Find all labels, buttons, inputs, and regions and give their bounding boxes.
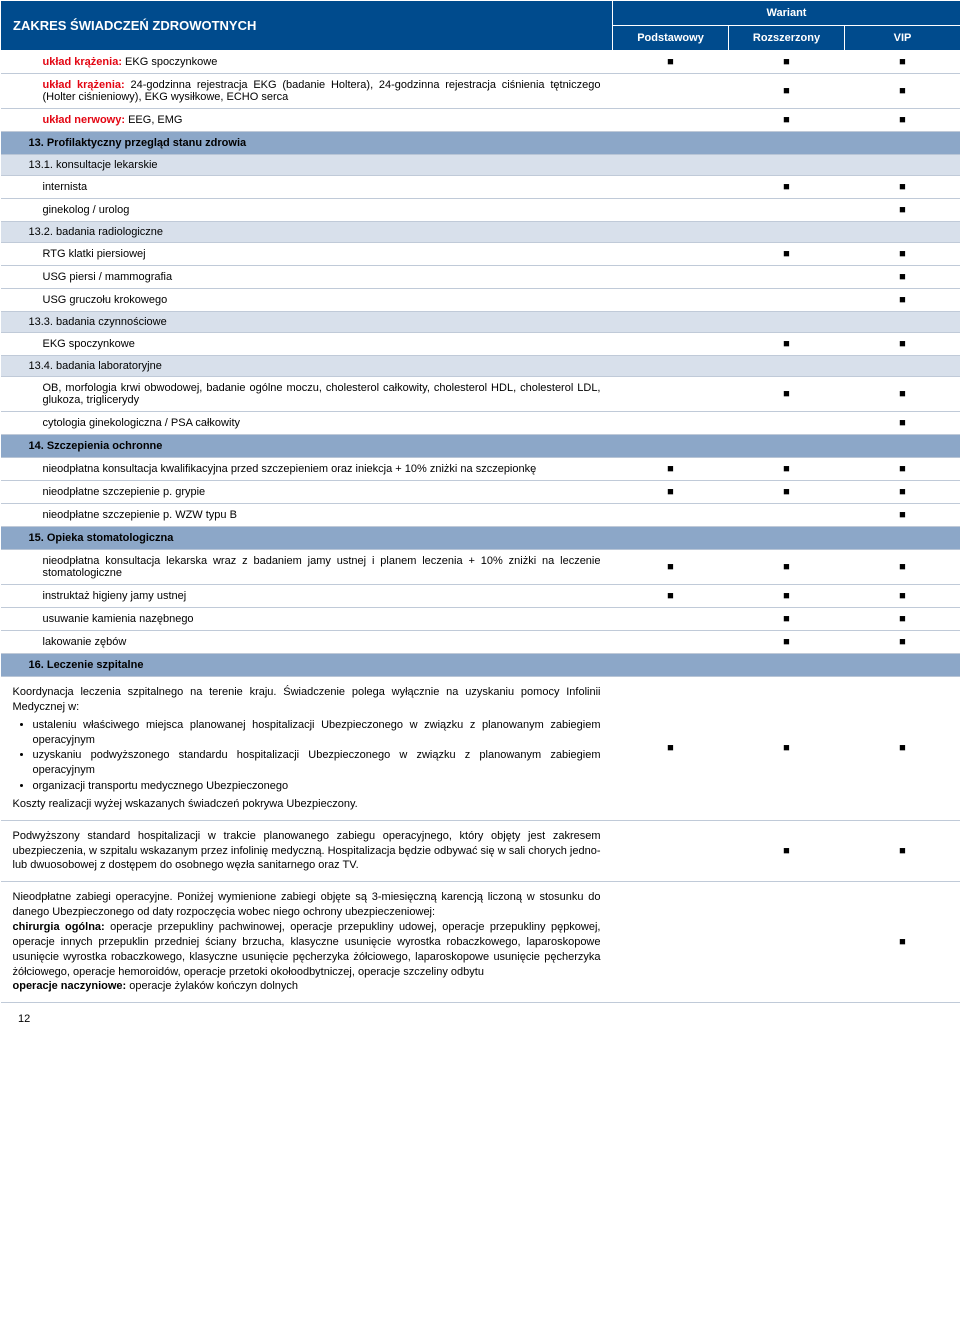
benefit-desc: USG gruczołu krokowego xyxy=(1,289,613,312)
coverage-mark: ■ xyxy=(845,412,960,435)
coverage-mark: ■ xyxy=(729,550,845,585)
coverage-mark: ■ xyxy=(729,820,845,882)
benefit-desc: cytologia ginekologiczna / PSA całkowity xyxy=(1,412,613,435)
header-wariant: Wariant xyxy=(613,1,960,26)
coverage-mark: ■ xyxy=(845,74,960,109)
coverage-mark: ■ xyxy=(729,677,845,821)
header-zakres: ZAKRES ŚWIADCZEŃ ZDROWOTNYCH xyxy=(1,1,613,51)
coverage-mark xyxy=(729,882,845,1003)
coverage-mark xyxy=(613,377,729,412)
sub-header: 13.2. badania radiologiczne xyxy=(1,222,960,243)
coverage-mark: ■ xyxy=(845,199,960,222)
benefit-desc: nieodpłatna konsultacja kwalifikacyjna p… xyxy=(1,458,613,481)
header-col-podstawowy: Podstawowy xyxy=(613,26,729,51)
benefit-desc: nieodpłatna konsultacja lekarska wraz z … xyxy=(1,550,613,585)
coverage-mark: ■ xyxy=(845,51,960,74)
header-col-vip: VIP xyxy=(845,26,960,51)
coverage-mark: ■ xyxy=(845,243,960,266)
section-header: 13. Profilaktyczny przegląd stanu zdrowi… xyxy=(1,132,960,155)
coverage-mark: ■ xyxy=(729,243,845,266)
coverage-mark: ■ xyxy=(729,585,845,608)
coverage-mark: ■ xyxy=(729,74,845,109)
coverage-mark: ■ xyxy=(845,820,960,882)
coverage-mark xyxy=(613,608,729,631)
coverage-mark: ■ xyxy=(845,176,960,199)
coverage-mark: ■ xyxy=(729,631,845,654)
coverage-mark: ■ xyxy=(613,458,729,481)
section-header: 15. Opieka stomatologiczna xyxy=(1,527,960,550)
coverage-mark xyxy=(729,504,845,527)
coverage-mark xyxy=(613,243,729,266)
benefit-desc: układ nerwowy: EEG, EMG xyxy=(1,109,613,132)
page-number: 12 xyxy=(0,1003,960,1035)
coverage-mark xyxy=(729,266,845,289)
coverage-mark: ■ xyxy=(613,51,729,74)
coverage-mark: ■ xyxy=(729,458,845,481)
sub-header: 13.3. badania czynnościowe xyxy=(1,312,960,333)
benefit-long-desc: Koordynacja leczenia szpitalnego na tere… xyxy=(1,677,613,821)
benefit-desc: OB, morfologia krwi obwodowej, badanie o… xyxy=(1,377,613,412)
benefit-desc: układ krążenia: 24-godzinna rejestracja … xyxy=(1,74,613,109)
coverage-mark: ■ xyxy=(729,51,845,74)
coverage-mark: ■ xyxy=(729,481,845,504)
coverage-mark: ■ xyxy=(845,458,960,481)
coverage-mark xyxy=(613,882,729,1003)
coverage-mark xyxy=(729,289,845,312)
coverage-mark xyxy=(613,176,729,199)
coverage-mark: ■ xyxy=(845,377,960,412)
benefit-desc: nieodpłatne szczepienie p. grypie xyxy=(1,481,613,504)
sub-header: 13.4. badania laboratoryjne xyxy=(1,356,960,377)
coverage-mark xyxy=(613,74,729,109)
coverage-mark: ■ xyxy=(613,585,729,608)
benefit-desc: nieodpłatne szczepienie p. WZW typu B xyxy=(1,504,613,527)
coverage-mark: ■ xyxy=(845,585,960,608)
benefit-desc: EKG spoczynkowe xyxy=(1,333,613,356)
coverage-mark xyxy=(613,266,729,289)
coverage-mark: ■ xyxy=(845,550,960,585)
sub-header: 13.1. konsultacje lekarskie xyxy=(1,155,960,176)
coverage-mark xyxy=(729,412,845,435)
coverage-mark: ■ xyxy=(729,608,845,631)
coverage-mark: ■ xyxy=(613,550,729,585)
coverage-mark xyxy=(613,109,729,132)
benefit-desc: lakowanie zębów xyxy=(1,631,613,654)
section-header: 16. Leczenie szpitalne xyxy=(1,654,960,677)
coverage-mark: ■ xyxy=(729,176,845,199)
benefit-long-desc: Podwyższony standard hospitalizacji w tr… xyxy=(1,820,613,882)
benefit-desc: usuwanie kamienia nazębnego xyxy=(1,608,613,631)
coverage-mark: ■ xyxy=(845,608,960,631)
coverage-mark xyxy=(613,820,729,882)
coverage-mark xyxy=(729,199,845,222)
coverage-mark xyxy=(613,199,729,222)
coverage-mark: ■ xyxy=(845,266,960,289)
coverage-mark xyxy=(613,333,729,356)
benefit-desc: ginekolog / urolog xyxy=(1,199,613,222)
coverage-mark: ■ xyxy=(845,631,960,654)
coverage-mark: ■ xyxy=(729,109,845,132)
benefit-desc: RTG klatki piersiowej xyxy=(1,243,613,266)
benefit-desc: układ krążenia: EKG spoczynkowe xyxy=(1,51,613,74)
benefit-desc: USG piersi / mammografia xyxy=(1,266,613,289)
coverage-mark: ■ xyxy=(729,377,845,412)
benefit-desc: instruktaż higieny jamy ustnej xyxy=(1,585,613,608)
coverage-mark: ■ xyxy=(845,109,960,132)
coverage-mark xyxy=(613,631,729,654)
benefit-desc: internista xyxy=(1,176,613,199)
coverage-mark xyxy=(613,289,729,312)
coverage-mark: ■ xyxy=(613,481,729,504)
coverage-mark: ■ xyxy=(845,333,960,356)
coverage-mark: ■ xyxy=(845,481,960,504)
benefits-table: ZAKRES ŚWIADCZEŃ ZDROWOTNYCH Wariant Pod… xyxy=(0,0,960,1003)
coverage-mark xyxy=(613,504,729,527)
coverage-mark: ■ xyxy=(845,677,960,821)
header-col-rozszerzony: Rozszerzony xyxy=(729,26,845,51)
coverage-mark: ■ xyxy=(729,333,845,356)
coverage-mark: ■ xyxy=(613,677,729,821)
coverage-mark xyxy=(613,412,729,435)
coverage-mark: ■ xyxy=(845,882,960,1003)
benefit-long-desc: Nieodpłatne zabiegi operacyjne. Poniżej … xyxy=(1,882,613,1003)
coverage-mark: ■ xyxy=(845,504,960,527)
coverage-mark: ■ xyxy=(845,289,960,312)
section-header: 14. Szczepienia ochronne xyxy=(1,435,960,458)
